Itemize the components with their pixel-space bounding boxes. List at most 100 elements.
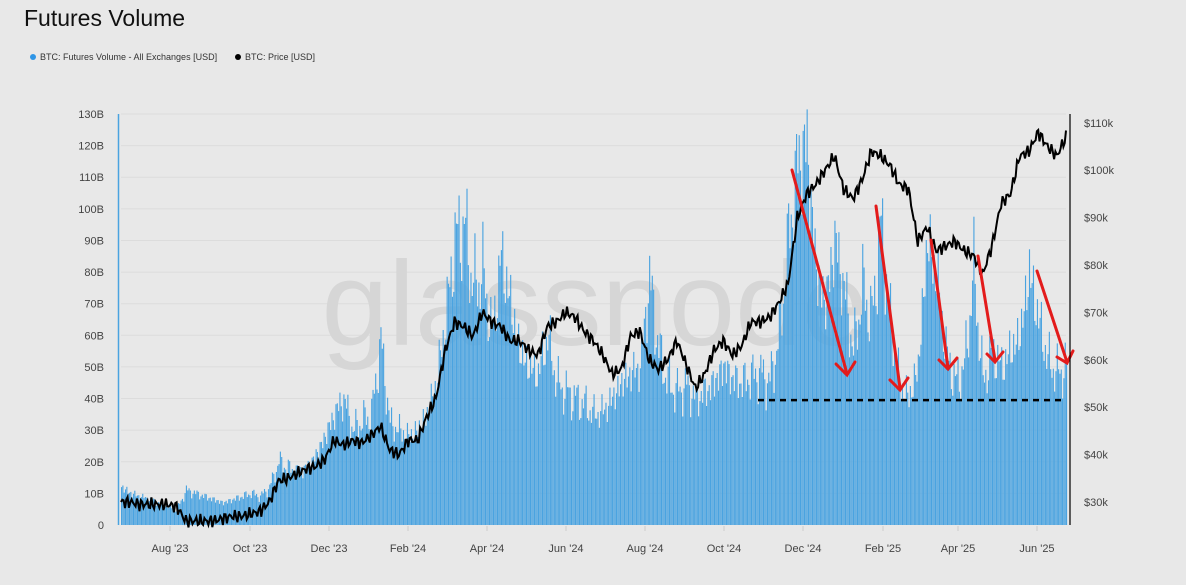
red-arrow-icon <box>1035 269 1075 366</box>
x-tick-label: Feb '25 <box>865 543 901 555</box>
volume-bar <box>572 411 574 525</box>
volume-bar <box>422 409 424 525</box>
volume-bar <box>512 333 514 525</box>
volume-bar <box>335 404 337 525</box>
legend-item-volume[interactable]: BTC: Futures Volume - All Exchanges [USD… <box>30 52 217 62</box>
volume-bar <box>155 505 157 525</box>
volume-bar <box>482 221 484 525</box>
volume-bar <box>122 485 124 525</box>
volume-bar <box>586 418 589 525</box>
volume-bar <box>879 216 881 525</box>
volume-bar <box>625 362 627 525</box>
volume-bar <box>913 363 915 525</box>
volume-bar <box>400 428 402 525</box>
legend-item-price[interactable]: BTC: Price [USD] <box>235 52 315 62</box>
volume-bar <box>279 451 281 525</box>
volume-bar <box>402 430 405 525</box>
volume-bar <box>830 247 832 525</box>
volume-bar <box>919 356 921 525</box>
volume-bar <box>377 393 379 525</box>
volume-bar <box>899 378 901 525</box>
volume-bar <box>817 306 819 525</box>
volume-bar <box>258 501 260 525</box>
volume-bar <box>567 387 569 525</box>
volume-bar <box>252 490 254 525</box>
volume-bar <box>320 441 322 525</box>
volume-bar <box>821 307 823 525</box>
volume-bar <box>928 261 930 525</box>
volume-bar <box>788 203 790 525</box>
volume-bar <box>537 363 540 525</box>
volume-bar <box>394 426 397 525</box>
volume-bar <box>175 511 177 525</box>
volume-bar <box>806 109 808 526</box>
volume-bar <box>704 378 706 525</box>
volume-bar <box>719 364 721 525</box>
volume-bar <box>162 501 164 525</box>
volume-bar <box>770 351 772 525</box>
volume-bar <box>553 370 555 525</box>
volume-bar <box>143 498 145 525</box>
volume-bar <box>283 467 285 525</box>
volume-bar <box>807 164 810 526</box>
volume-bar <box>312 456 315 525</box>
volume-bar <box>851 346 853 525</box>
volume-bar <box>825 329 827 525</box>
volume-bar <box>752 354 754 525</box>
volume-bar <box>371 398 373 525</box>
volume-bar <box>502 231 504 525</box>
volume-bar <box>593 394 595 525</box>
volume-bar <box>958 391 960 525</box>
volume-bar <box>241 496 243 525</box>
red-arrow-icon <box>976 254 1005 365</box>
volume-bar <box>277 465 279 525</box>
volume-bar <box>774 364 776 525</box>
y-left-tick-label: 40B <box>84 394 104 406</box>
volume-bar <box>638 391 640 525</box>
volume-bar <box>803 124 806 525</box>
volume-bar <box>406 422 409 525</box>
volume-bar <box>818 265 820 525</box>
volume-bar <box>727 360 729 525</box>
volume-bar <box>668 357 671 525</box>
volume-bar <box>822 276 824 525</box>
volume-bar <box>285 469 287 525</box>
volume-bar <box>369 430 371 525</box>
volume-bar <box>172 508 174 525</box>
volume-bar <box>470 272 472 525</box>
volume-bar <box>455 223 457 525</box>
volume-bar <box>152 498 154 525</box>
volume-bar <box>1038 328 1040 525</box>
red-arrow-icon <box>790 168 857 378</box>
volume-bar <box>938 292 941 525</box>
volume-bar <box>181 498 184 525</box>
volume-bar <box>987 380 990 525</box>
volume-bar <box>412 438 414 525</box>
volume-bar <box>769 381 771 525</box>
volume-bar <box>1044 345 1046 525</box>
volume-bar <box>462 216 464 525</box>
volume-bar <box>270 483 272 525</box>
volume-bar <box>924 296 926 525</box>
volume-bar <box>584 393 586 525</box>
volume-bar <box>577 384 579 525</box>
volume-bar <box>1054 391 1056 525</box>
volume-bar <box>436 392 438 525</box>
volume-bar <box>581 399 583 525</box>
volume-bar <box>156 504 158 525</box>
volume-bar <box>874 275 876 525</box>
volume-bar <box>359 425 361 525</box>
volume-bar <box>968 357 970 525</box>
volume-bar <box>1047 354 1049 525</box>
volume-bar <box>360 430 362 525</box>
volume-bar <box>147 503 149 525</box>
volume-bar <box>303 465 305 525</box>
volume-bar <box>698 416 700 525</box>
volume-bar <box>373 393 375 525</box>
volume-bar <box>214 502 217 525</box>
volume-bar <box>604 409 606 525</box>
volume-bar <box>917 354 919 525</box>
volume-bar <box>1051 377 1053 525</box>
volume-bar <box>416 430 418 525</box>
volume-bar <box>528 377 530 525</box>
